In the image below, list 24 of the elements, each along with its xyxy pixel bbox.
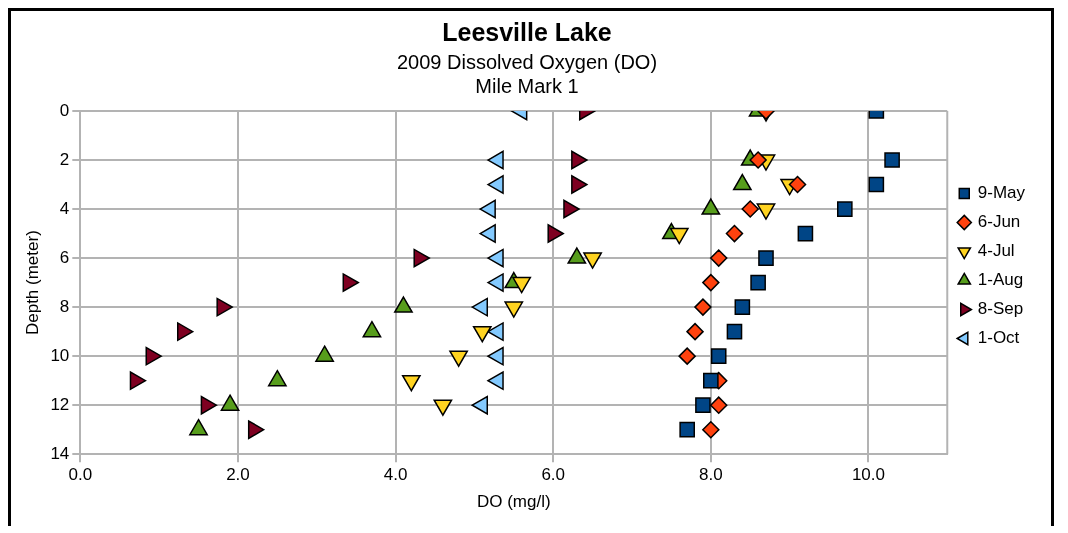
- legend-label: 9-May: [977, 183, 1026, 203]
- y-tick-label: 10: [50, 345, 70, 365]
- x-axis-title: DO (mg/l): [476, 492, 551, 512]
- x-tick-label: 6.0: [541, 465, 566, 485]
- y-tick-label: 2: [59, 149, 70, 169]
- x-tick-label: 2.0: [226, 465, 250, 485]
- x-tick-label: 8.0: [699, 465, 723, 485]
- legend-label: 4-Jul: [977, 241, 1015, 261]
- legend-label: 6-Jun: [977, 212, 1021, 232]
- y-tick-label: 4: [59, 198, 70, 218]
- y-tick-label: 6: [59, 247, 70, 267]
- legend-label: 1-Aug: [977, 270, 1024, 290]
- y-tick-label: 0: [59, 100, 70, 120]
- legend-label: 8-Sep: [977, 299, 1024, 319]
- legend-label: 1-Oct: [977, 328, 1020, 348]
- y-axis-title: Depth (meter): [22, 230, 42, 336]
- x-tick-label: 10.0: [851, 465, 885, 485]
- y-tick-label: 12: [50, 394, 70, 414]
- y-tick-label: 14: [50, 443, 70, 463]
- chart-title: Leesville Lake: [442, 17, 612, 46]
- x-tick-label: 0.0: [68, 465, 93, 485]
- x-tick-label: 4.0: [383, 465, 408, 485]
- chart-subtitle: 2009 Dissolved Oxygen (DO) Mile Mark 1: [396, 50, 658, 97]
- y-tick-label: 8: [59, 296, 70, 316]
